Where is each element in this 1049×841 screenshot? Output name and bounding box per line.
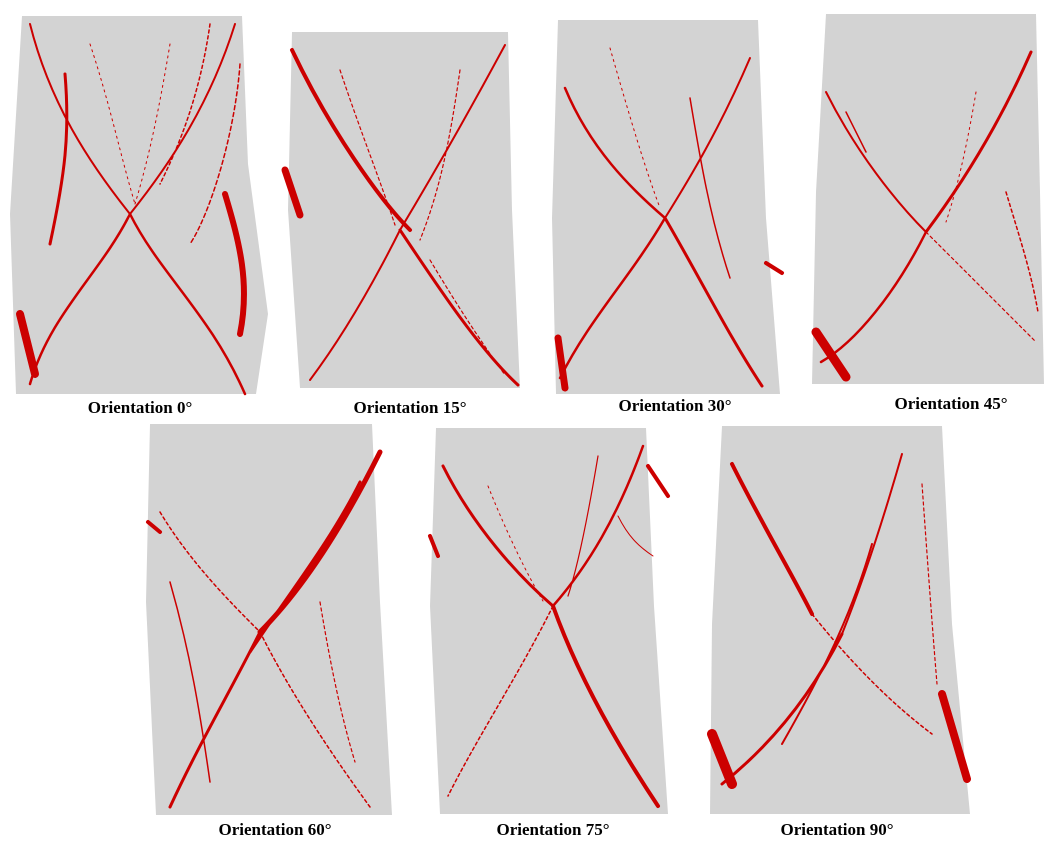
specimen-image	[811, 14, 1044, 384]
panel-orientation-75: Orientation 75°	[428, 426, 678, 839]
specimen-image	[707, 426, 971, 814]
panel-orientation-90: Orientation 90°	[702, 424, 982, 839]
panel-orientation-45: Orientation 45°	[806, 12, 1046, 416]
panel-caption: Orientation 90°	[780, 820, 894, 839]
panel-orientation-60: Orientation 60°	[140, 422, 400, 839]
panel-caption: Orientation 45°	[894, 394, 1008, 413]
specimen-image	[10, 16, 268, 396]
panel-caption: Orientation 60°	[218, 820, 332, 839]
panel-caption: Orientation 15°	[353, 398, 467, 417]
specimen-image	[146, 424, 392, 815]
panel-orientation-30: Orientation 30°	[550, 18, 790, 415]
panel-caption: Orientation 30°	[618, 396, 732, 415]
specimen-image	[552, 20, 784, 394]
specimen-image	[428, 428, 670, 814]
specimen-image	[281, 32, 520, 388]
panel-orientation-15: Orientation 15°	[280, 30, 530, 417]
panel-caption: Orientation 0°	[87, 398, 193, 417]
panel-orientation-0: Orientation 0°	[10, 14, 268, 417]
panel-caption: Orientation 75°	[496, 820, 610, 839]
